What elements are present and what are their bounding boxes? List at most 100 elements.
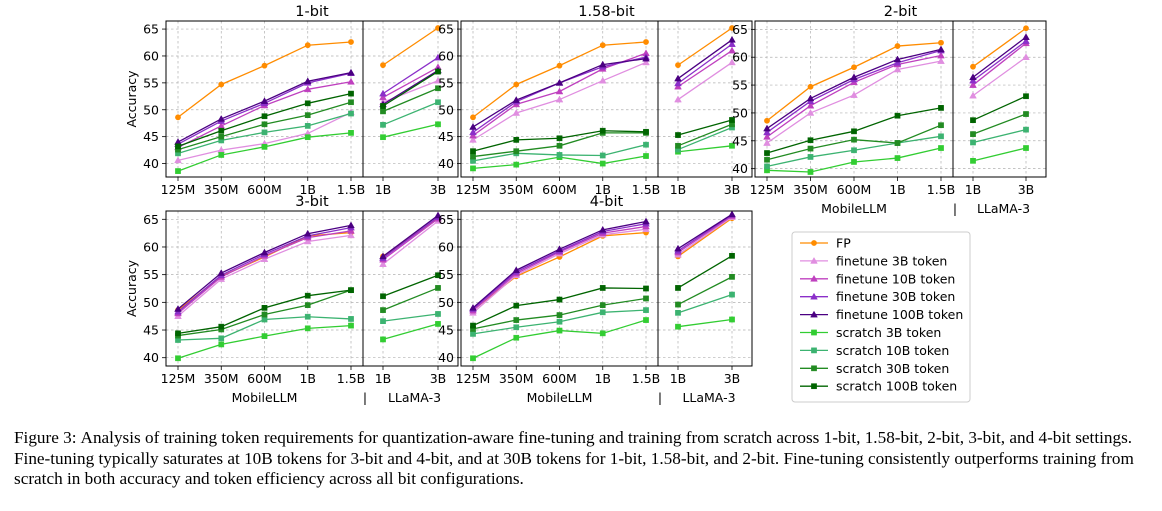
legend-marker [811, 383, 817, 390]
legend-entry: finetune 100B token [800, 307, 963, 322]
data-point [218, 335, 225, 342]
data-point [380, 62, 386, 69]
data-point [304, 123, 311, 129]
legend-label: finetune 100B token [836, 307, 963, 322]
data-point [435, 85, 441, 92]
data-point [729, 25, 735, 31]
y-tick-label: 50 [438, 295, 454, 310]
data-point [763, 132, 771, 140]
data-point [556, 142, 563, 149]
data-point [218, 341, 225, 348]
data-point [599, 302, 606, 308]
x-tick-label: 350M [499, 371, 534, 386]
series-line [382, 323, 439, 341]
data-point [938, 39, 944, 46]
data-point [435, 321, 441, 327]
x-tick-label: 1.5B [927, 182, 955, 197]
data-point [970, 131, 976, 137]
x-tick-label: 1B [375, 182, 392, 197]
data-point [380, 318, 386, 325]
y-tick-label: 40 [732, 161, 748, 176]
data-point [807, 83, 814, 90]
panel-1: 1.58-bit 125M 350M 600M 1B 1.5B 1B 3B 40 45 50 55 60… [438, 4, 753, 197]
data-point [969, 81, 977, 88]
data-point [380, 134, 386, 141]
legend-marker [810, 292, 818, 300]
data-point [218, 133, 225, 140]
series-line [677, 215, 733, 254]
data-point [675, 132, 681, 138]
data-point [555, 245, 564, 252]
series-line [972, 113, 1027, 135]
data-point [380, 121, 386, 128]
y-tick-label: 55 [143, 267, 159, 282]
data-point [218, 127, 225, 134]
data-point [728, 40, 736, 47]
data-point [555, 78, 564, 86]
data-point [304, 100, 311, 107]
legend-label: scratch 10B token [836, 343, 949, 358]
data-point [807, 137, 814, 144]
y-tick-label: 65 [143, 22, 159, 37]
data-point [599, 330, 606, 337]
data-point [260, 97, 269, 104]
panel-2: 2-bit 125M 350M 600M 1B 1.5B 1B 3B 40 45 50 55 60 65 M… [732, 4, 1047, 216]
data-point [435, 99, 441, 106]
data-point [969, 91, 977, 99]
series-line [677, 39, 733, 80]
data-point [969, 73, 977, 81]
data-point [807, 154, 814, 160]
y-tick-label: 45 [438, 129, 454, 144]
y-tick-label: 60 [732, 50, 748, 65]
legend-entry: finetune 10B token [800, 271, 955, 286]
series-line [972, 27, 1027, 68]
panel-title: 1.58-bit [578, 4, 635, 20]
data-point [435, 121, 441, 128]
data-point [512, 96, 521, 103]
data-point [175, 168, 181, 174]
data-point [348, 316, 354, 322]
series-line [382, 87, 439, 112]
data-point [435, 285, 441, 291]
panel-title: 2-bit [884, 4, 918, 20]
series-line [382, 69, 439, 105]
y-tick-label: 50 [143, 295, 159, 310]
y-tick-label: 45 [732, 133, 748, 148]
data-point [643, 128, 649, 135]
data-point [470, 355, 476, 362]
data-point [893, 65, 902, 73]
data-point [435, 68, 441, 75]
series-line [677, 61, 733, 101]
data-point [513, 148, 520, 155]
legend-entry: scratch 10B token [800, 343, 949, 358]
series-line [382, 220, 439, 265]
data-point [175, 330, 181, 337]
y-tick-label: 60 [143, 48, 159, 63]
y-tick-label: 45 [438, 323, 454, 338]
series-line [677, 119, 733, 136]
data-point [1023, 25, 1029, 32]
y-tick-label: 45 [143, 323, 159, 338]
legend-marker [811, 329, 817, 336]
data-point [470, 114, 476, 121]
x-tick-label: 3B [430, 182, 447, 197]
x-tick-label: 1B [594, 371, 611, 386]
data-point [599, 285, 606, 291]
data-point [675, 62, 681, 69]
data-point [261, 113, 268, 120]
panel-title: 1-bit [295, 4, 329, 20]
data-point [970, 63, 976, 70]
data-point [380, 103, 386, 109]
data-point [598, 60, 607, 68]
x-tick-label: 600M [542, 371, 577, 386]
data-point [599, 42, 606, 49]
data-point [674, 74, 682, 82]
data-point [937, 45, 945, 53]
x-tick-label: 350M [204, 182, 239, 197]
legend-label: finetune 10B token [836, 271, 955, 286]
data-point [348, 287, 354, 294]
data-point [303, 237, 312, 245]
y-tick-label: 50 [438, 102, 454, 117]
x-tick-label: 1.5B [632, 371, 660, 386]
panel-title: 3-bit [295, 194, 329, 210]
